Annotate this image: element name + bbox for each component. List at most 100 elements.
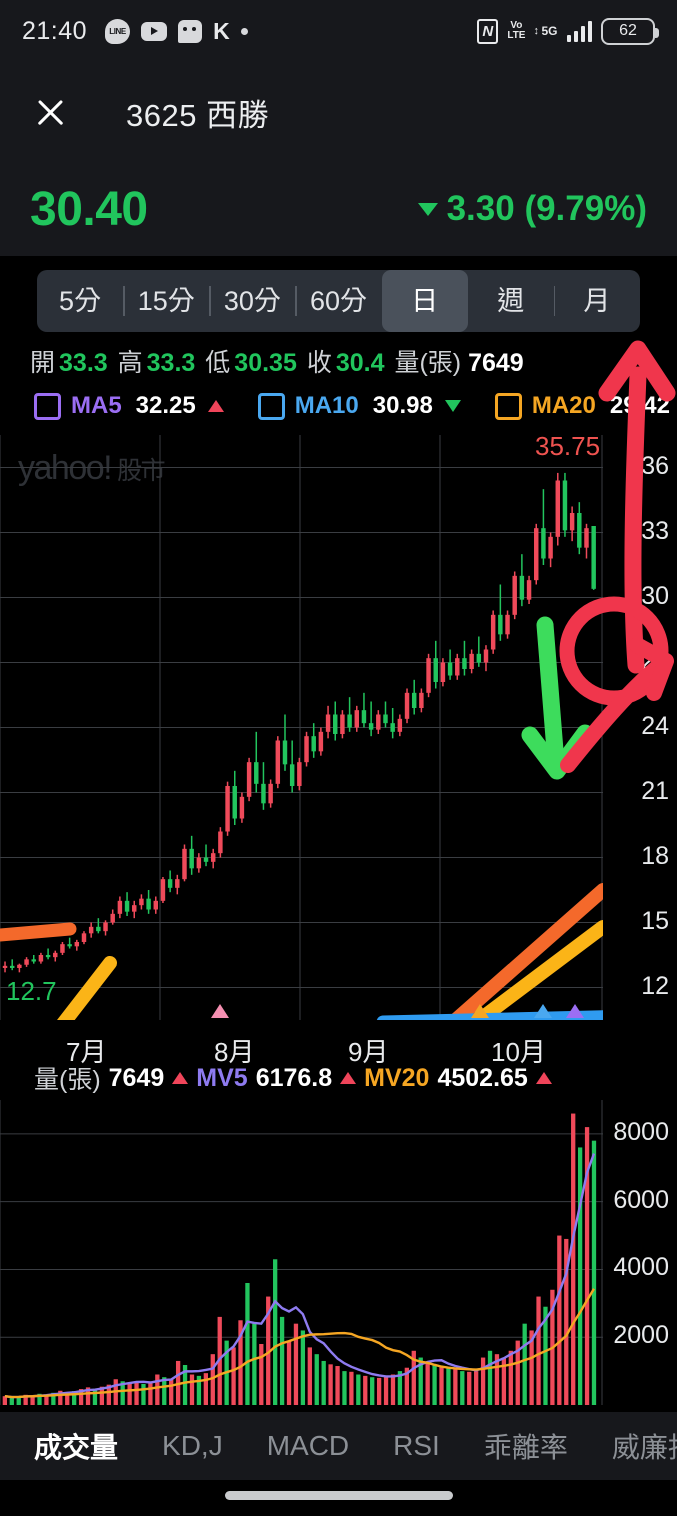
- price-chart[interactable]: yahoo! 股市 36 33 30 27 24 21 18 15 12 35.75 12.7: [0, 431, 677, 1020]
- battery-icon: 62: [601, 17, 659, 45]
- tab-volume[interactable]: 成交量: [34, 1432, 119, 1463]
- volume-trend-up-icon: [172, 1072, 189, 1084]
- price-y-tick: 24: [641, 711, 669, 740]
- caret-down-icon: [417, 202, 438, 216]
- timeframe-week[interactable]: 週: [497, 286, 525, 316]
- k-app-icon: K: [213, 17, 230, 44]
- mv5-trend-up-icon: [340, 1072, 357, 1084]
- price-x-axis: 7月 8月 9月 10月: [0, 1004, 677, 1067]
- ma5-swatch-icon: [34, 392, 61, 420]
- close-icon[interactable]: [30, 92, 70, 132]
- ma5-label: MA5: [71, 392, 122, 419]
- timeframe-30m[interactable]: 30分: [209, 270, 295, 332]
- mv20-value: 4502.65: [437, 1063, 528, 1092]
- volume-legend-label: 量(張): [34, 1066, 101, 1094]
- price-x-tick: 9月: [348, 1037, 389, 1067]
- tab-kdj[interactable]: KD,J: [162, 1430, 223, 1461]
- ma20-value: 29.42: [609, 392, 670, 419]
- timeframe-month[interactable]: 月: [553, 270, 640, 332]
- status-app-icons: LINE K: [105, 18, 248, 45]
- open-value: 33.3: [59, 349, 108, 377]
- low-value: 30.35: [234, 349, 297, 377]
- volume-value: 7649: [468, 349, 524, 377]
- volume-y-tick: 6000: [613, 1185, 669, 1214]
- tab-williams[interactable]: 威廉指標: [611, 1432, 677, 1463]
- volume-y-tick: 4000: [613, 1253, 669, 1282]
- price-y-tick: 30: [641, 581, 669, 610]
- ma20-label: MA20: [531, 392, 596, 419]
- signal-icon: [566, 20, 592, 42]
- mv5-label: MV5: [196, 1063, 248, 1092]
- ma-cross-marker: [534, 1004, 552, 1018]
- price-x-tick: 7月: [66, 1037, 107, 1067]
- price-y-tick: 27: [641, 646, 669, 675]
- ma-cross-marker: [211, 1004, 229, 1018]
- volume-label: 量(張): [394, 349, 462, 377]
- price-x-tick: 8月: [214, 1037, 255, 1067]
- ma10-label: MA10: [294, 392, 359, 419]
- high-label: 高: [117, 349, 143, 377]
- volume-bar-plot[interactable]: [0, 1100, 603, 1405]
- last-price: 30.40: [30, 182, 148, 236]
- timeframe-tabs[interactable]: 5分 15分 30分 60分 日 週 月: [37, 270, 640, 332]
- mv20-trend-up-icon: [535, 1072, 552, 1084]
- volte-top: Vo: [510, 20, 523, 31]
- volume-legend-value: 7649: [108, 1063, 165, 1092]
- price-y-tick: 12: [641, 971, 669, 1000]
- dot-icon: [240, 27, 248, 35]
- price-x-tick: 10月: [491, 1037, 546, 1067]
- price-y-tick: 18: [641, 841, 669, 870]
- ma20-swatch-icon: [494, 392, 522, 420]
- close-label: 收: [306, 349, 332, 377]
- price-y-tick: 21: [641, 776, 669, 805]
- candlestick-plot[interactable]: [0, 435, 603, 1020]
- home-indicator: [224, 1491, 453, 1500]
- price-y-tick: 36: [641, 451, 669, 480]
- timeframe-5m[interactable]: 5分: [59, 286, 102, 316]
- youtube-icon: [141, 21, 168, 41]
- timeframe-60m[interactable]: 60分: [295, 270, 381, 332]
- timeframe-15m[interactable]: 15分: [123, 270, 209, 332]
- volte-bottom: LTE: [507, 30, 526, 41]
- tab-rsi[interactable]: RSI: [393, 1430, 440, 1461]
- period-low-label: 12.7: [6, 976, 57, 1007]
- indicator-tabs[interactable]: 成交量 KD,J MACD RSI 乖離率 威廉指標: [0, 1412, 677, 1480]
- ma-legend: MA5 32.25 MA10 30.98 MA20 29.42: [34, 392, 677, 420]
- price-y-tick: 33: [641, 516, 669, 545]
- volte-icon: Vo LTE: [507, 21, 525, 41]
- period-high-label: 35.75: [535, 430, 601, 461]
- 5g-icon: 5G: [533, 24, 557, 38]
- message-icon: [178, 19, 203, 43]
- close-value: 30.4: [335, 349, 385, 377]
- ma5-value: 32.25: [135, 392, 196, 419]
- mv20-label: MV20: [364, 1063, 430, 1092]
- nfc-icon: [477, 18, 499, 44]
- page-header: 3625 西勝: [0, 62, 677, 162]
- status-system-icons: Vo LTE 5G 62: [477, 17, 659, 45]
- open-label: 開: [30, 349, 56, 377]
- ohlc-row: 開 33.3 高 33.3 低 30.35 收 30.4 量(張) 7649: [30, 343, 524, 379]
- low-label: 低: [205, 349, 231, 377]
- price-y-axis: 36 33 30 27 24 21 18 15 12: [603, 435, 677, 1020]
- line-icon: LINE: [105, 18, 131, 44]
- watermark-suffix: 股市: [117, 457, 166, 485]
- volume-y-axis: 8000 6000 4000 2000: [603, 1100, 677, 1405]
- ma10-trend-down-icon: [444, 400, 461, 412]
- price-change: 3.30 (9.79%): [417, 189, 647, 229]
- volume-y-tick: 2000: [613, 1321, 669, 1350]
- high-value: 33.3: [146, 349, 196, 377]
- ma-cross-marker: [566, 1004, 584, 1018]
- price-y-tick: 15: [641, 906, 669, 935]
- tab-macd[interactable]: MACD: [266, 1430, 350, 1461]
- ma-cross-marker: [471, 1004, 489, 1018]
- timeframe-day[interactable]: 日: [381, 270, 468, 332]
- tab-bias[interactable]: 乖離率: [483, 1432, 568, 1463]
- status-bar: 21:40 LINE K Vo LTE 5G 62: [0, 0, 677, 62]
- mv5-value: 6176.8: [255, 1063, 333, 1092]
- volume-legend: 量(張) 7649 MV5 6176.8 MV20 4502.65: [34, 1060, 552, 1096]
- ma10-value: 30.98: [372, 392, 433, 419]
- volume-y-tick: 8000: [613, 1117, 669, 1146]
- volume-chart[interactable]: 8000 6000 4000 2000: [0, 1100, 677, 1405]
- status-time: 21:40: [22, 16, 88, 45]
